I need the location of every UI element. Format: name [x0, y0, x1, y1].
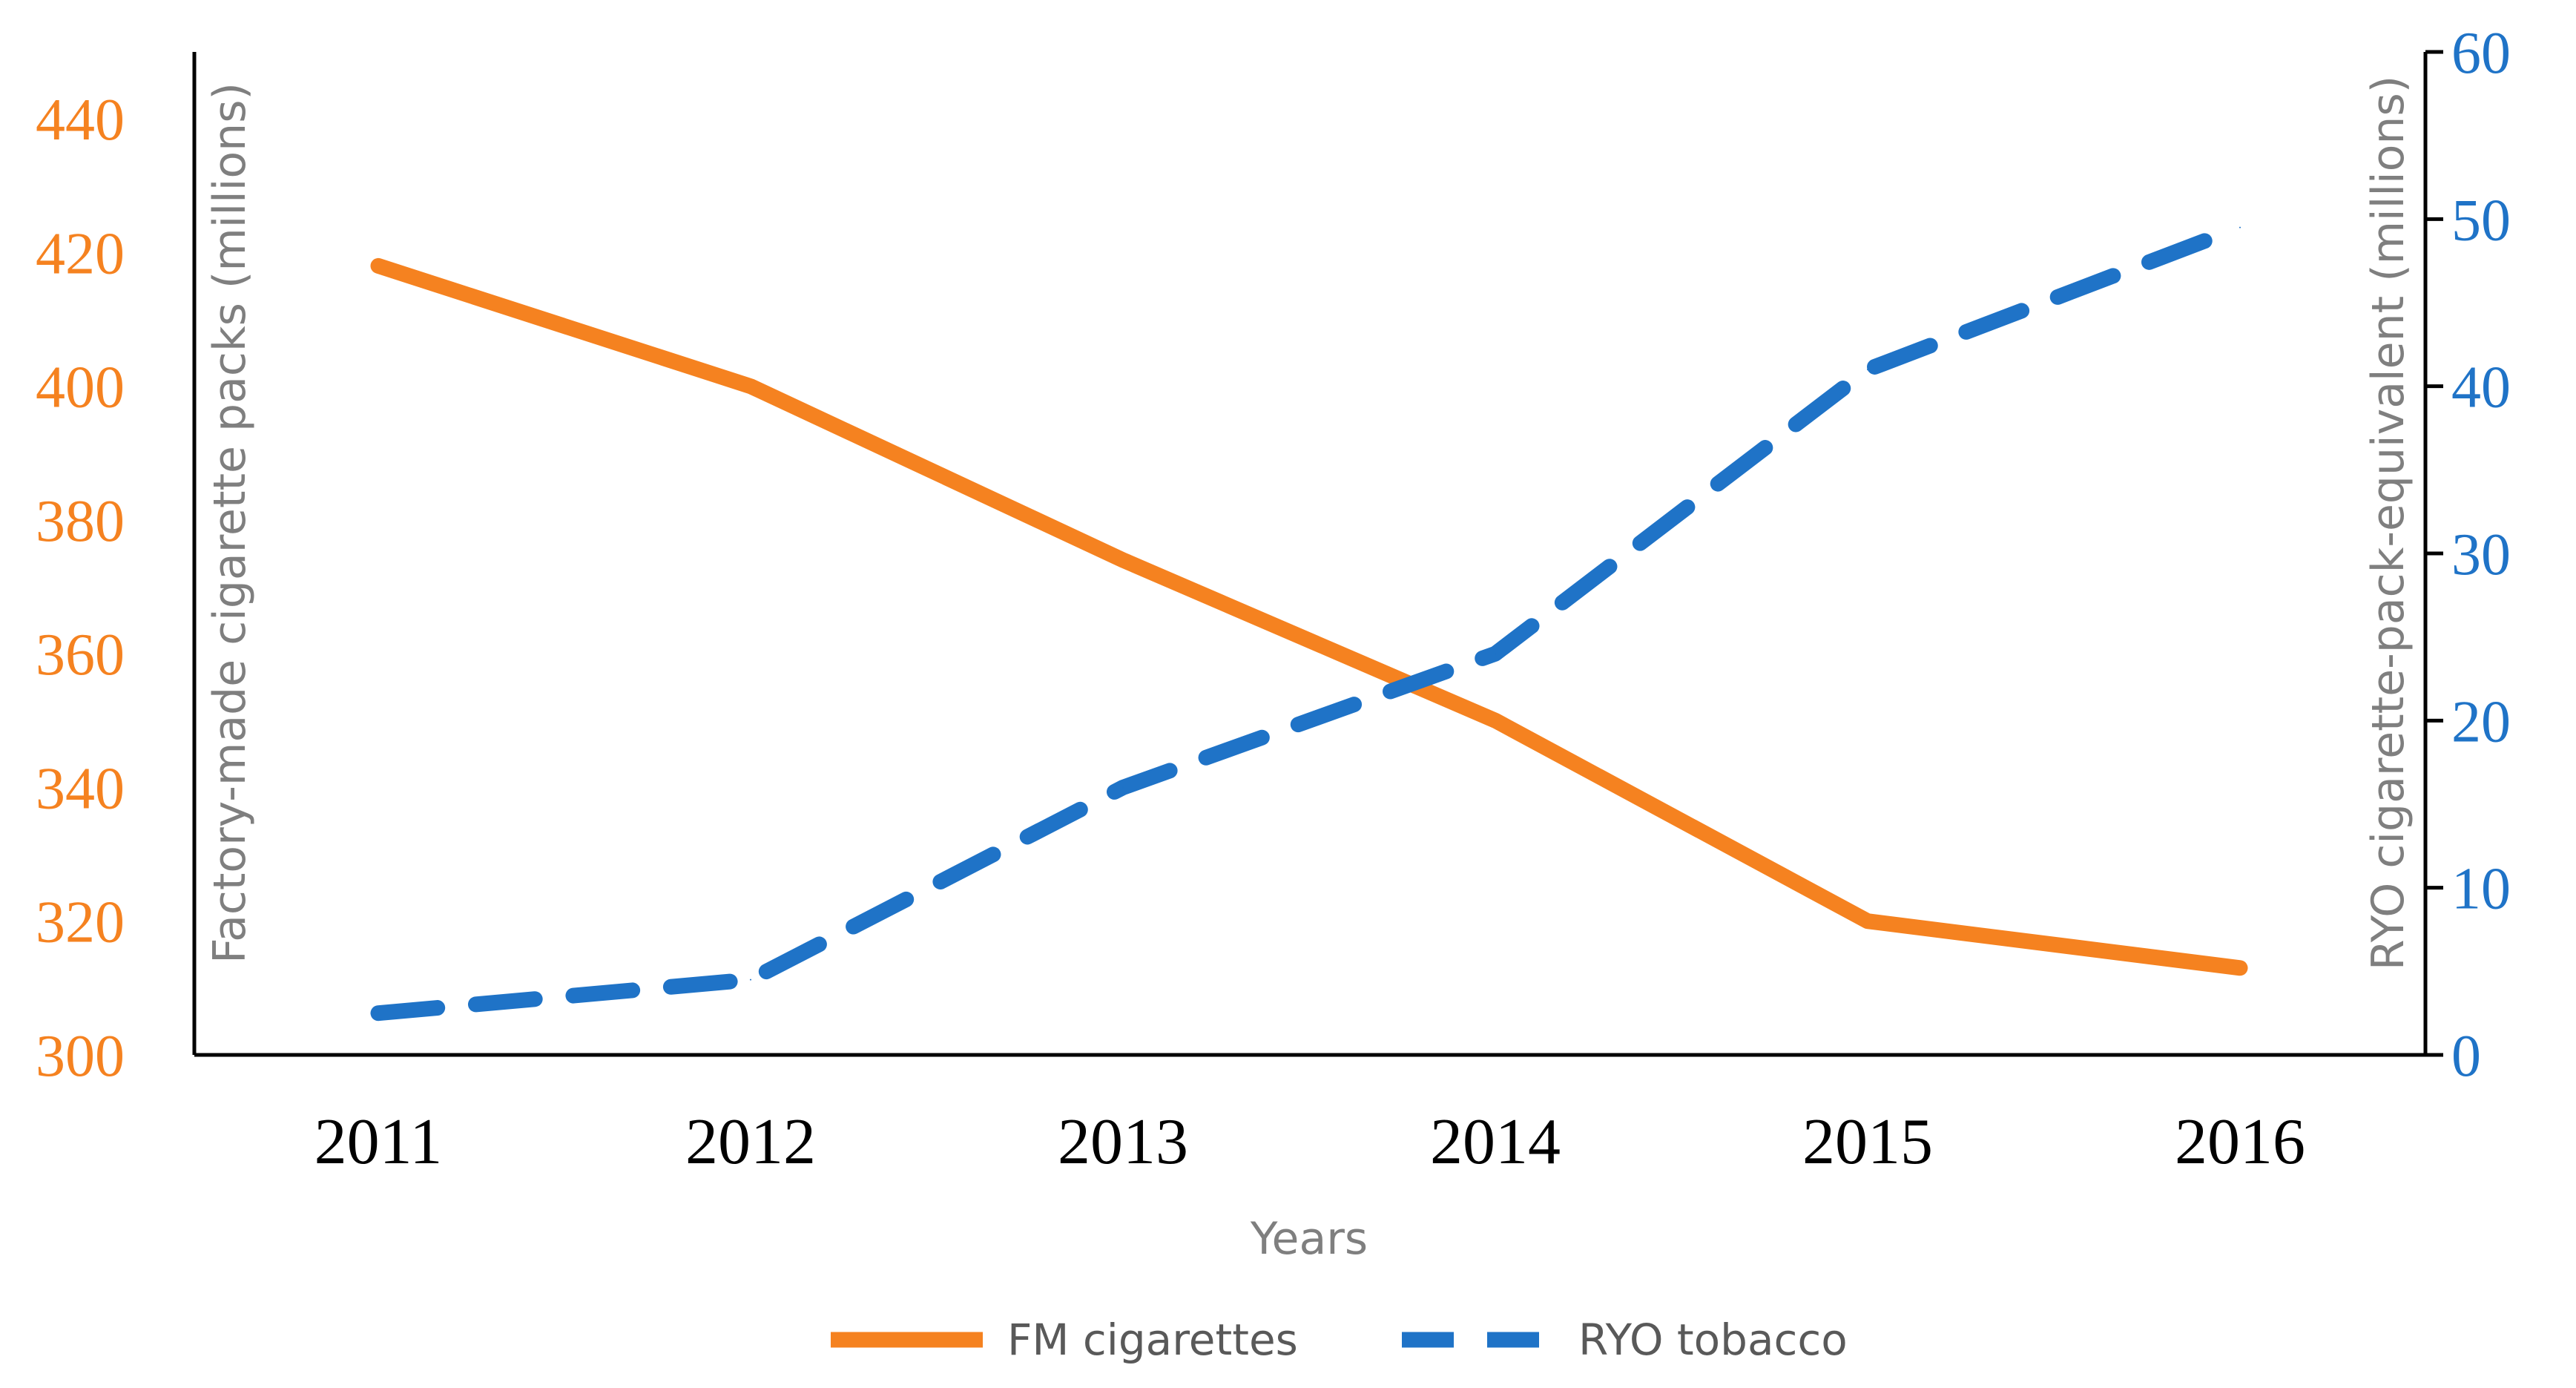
y-right-tick-label: 50 [2451, 188, 2511, 253]
y-right-tick-label: 10 [2451, 857, 2511, 922]
data-point [2239, 226, 2241, 228]
data-point [2239, 967, 2241, 969]
y-left-tick-label: 420 [36, 221, 125, 286]
y-axis-right-title: RYO cigarette-pack-equivalent (millions) [2362, 76, 2414, 970]
y-axis-left-title: Factory-made cigarette packs (millions) [204, 82, 256, 964]
y-left-tick-label: 380 [36, 489, 125, 554]
ticks: 300 320 340 360 380 400 420 440 0 10 20 30 40 50 60 201… [36, 21, 2511, 1178]
y-right-tick-label: 20 [2451, 689, 2511, 754]
x-tick-label: 2013 [1058, 1106, 1188, 1178]
data-point [1122, 559, 1124, 562]
ryo-tobacco-line [370, 220, 2248, 1022]
y-left-tick-label: 320 [36, 890, 125, 956]
data-point [1867, 369, 1868, 371]
x-tick-label: 2016 [2175, 1106, 2305, 1178]
data-point [378, 265, 379, 267]
x-tick-label: 2012 [685, 1106, 816, 1178]
legend-label: FM cigarettes [1007, 1315, 1298, 1365]
y-left-tick-label: 440 [36, 88, 125, 153]
fm-cigarettes-line [370, 257, 2248, 976]
legend: FM cigarettes RYO tobacco [831, 1315, 1848, 1365]
legend-label: RYO tobacco [1578, 1315, 1848, 1365]
y-left-tick-label: 340 [36, 756, 125, 821]
y-left-tick-label: 360 [36, 622, 125, 688]
y-right-tick-label: 0 [2451, 1024, 2481, 1089]
y-right-tick-label: 60 [2451, 21, 2511, 86]
x-tick-label: 2014 [1430, 1106, 1561, 1178]
x-tick-label: 2015 [1802, 1106, 1933, 1178]
data-point [378, 1012, 379, 1014]
data-point [750, 978, 751, 981]
data-point [1867, 920, 1868, 922]
axes [192, 52, 2428, 1057]
y-right-tick-label: 40 [2451, 355, 2511, 421]
x-tick-label: 2011 [314, 1106, 443, 1178]
series-lines [370, 220, 2248, 1022]
data-point [1122, 786, 1124, 789]
y-right-tick-label: 30 [2451, 522, 2511, 588]
x-axis-title: Years [1250, 1213, 1368, 1265]
data-point [1495, 720, 1496, 722]
y-left-tick-label: 300 [36, 1024, 125, 1089]
data-point [1495, 653, 1496, 655]
y-left-tick-label: 400 [36, 355, 125, 421]
data-point [750, 385, 751, 387]
